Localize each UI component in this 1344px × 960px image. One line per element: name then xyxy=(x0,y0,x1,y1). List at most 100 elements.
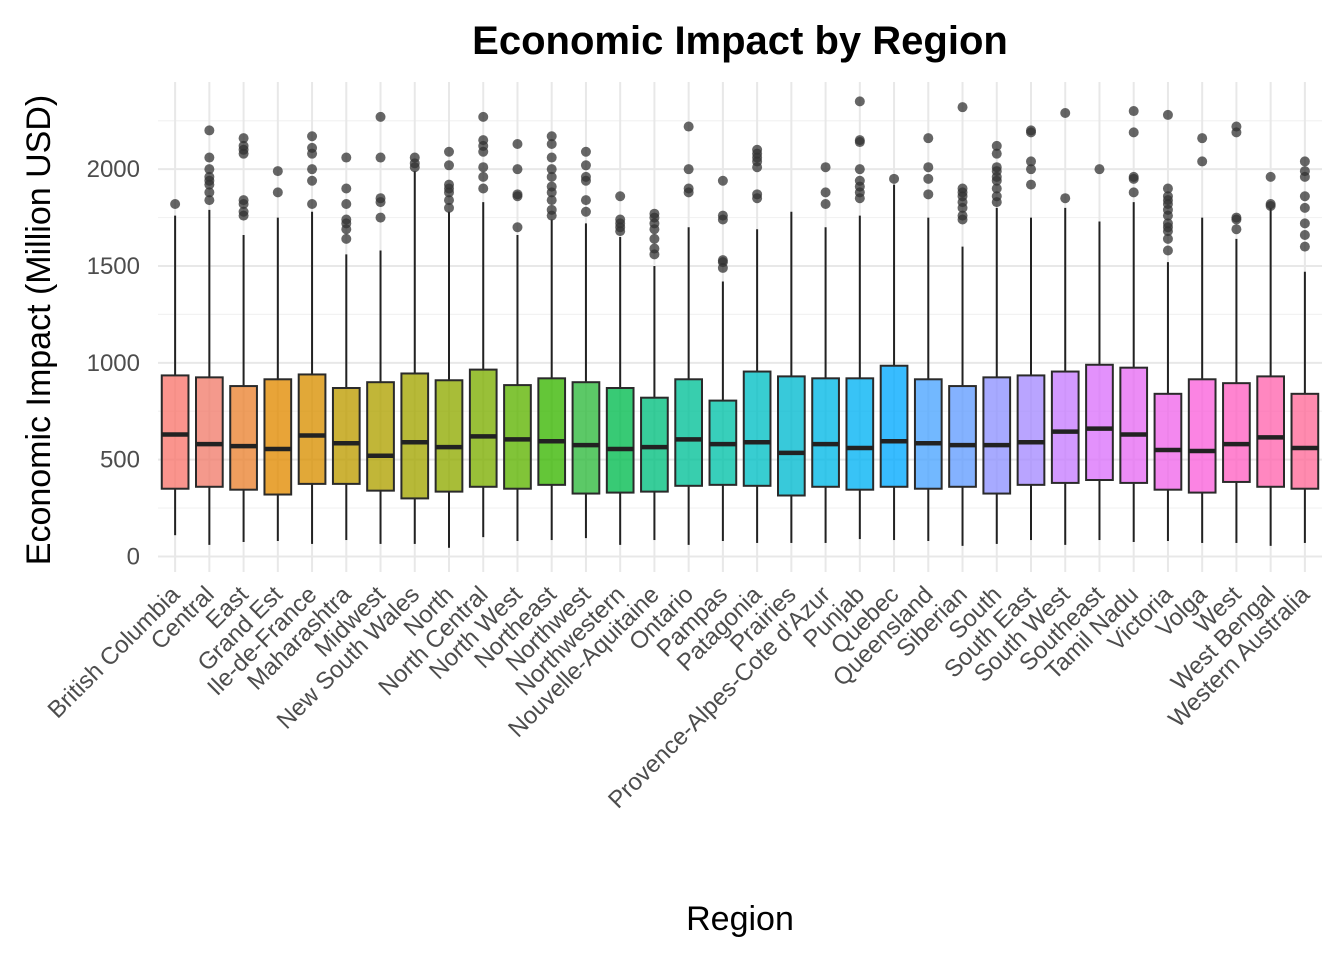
outlier-point xyxy=(238,195,249,206)
outlier-point xyxy=(546,164,557,175)
outlier-point xyxy=(615,191,626,202)
outlier-point xyxy=(375,212,386,223)
box-group-20 xyxy=(811,162,840,543)
outlier-point xyxy=(1265,171,1276,182)
box-group-31 xyxy=(1187,133,1217,543)
box-group-8 xyxy=(400,152,430,544)
box xyxy=(263,378,293,496)
box xyxy=(1050,370,1080,484)
outlier-point xyxy=(1299,241,1310,252)
outlier-point xyxy=(546,195,557,206)
outlier-point xyxy=(717,255,728,266)
box-group-26 xyxy=(1016,125,1046,541)
outlier-point xyxy=(957,102,968,113)
outlier-point xyxy=(238,133,249,144)
outlier-point xyxy=(478,162,489,173)
outlier-point xyxy=(1231,224,1242,235)
outlier-point xyxy=(478,111,489,122)
outlier-point xyxy=(923,173,934,184)
outlier-point xyxy=(272,166,283,177)
outlier-point xyxy=(1162,183,1173,194)
box-group-2 xyxy=(195,125,224,545)
y-tick-labels: 0 500 1000 1500 2000 xyxy=(87,156,140,570)
x-axis-title: Region xyxy=(686,900,794,938)
outlier-point xyxy=(580,195,591,206)
outlier-point xyxy=(1162,109,1173,120)
outlier-point xyxy=(546,152,557,163)
box-group-34 xyxy=(1290,156,1320,543)
box xyxy=(434,379,464,493)
outlier-point xyxy=(444,146,454,157)
box xyxy=(195,376,224,488)
outlier-point xyxy=(204,125,215,136)
outlier-point xyxy=(649,233,660,244)
box-group-25 xyxy=(982,140,1012,544)
outlier-point xyxy=(1026,164,1036,175)
box xyxy=(1222,382,1251,483)
box xyxy=(845,377,875,491)
box xyxy=(913,378,943,490)
outlier-point xyxy=(1197,133,1208,144)
box xyxy=(742,370,772,487)
grid xyxy=(158,82,1322,572)
box-group-13 xyxy=(571,146,601,539)
y-tick-label: 2000 xyxy=(87,156,140,183)
box-group-22 xyxy=(879,173,909,541)
box-group-18 xyxy=(742,144,772,543)
outlier-point xyxy=(1060,193,1071,204)
boxes xyxy=(160,96,1320,548)
outlier-point xyxy=(717,210,728,221)
outlier-point xyxy=(1299,218,1310,229)
outlier-point xyxy=(478,135,489,146)
outlier-point xyxy=(375,193,386,204)
box xyxy=(879,364,909,488)
outlier-point xyxy=(991,140,1002,151)
outlier-point xyxy=(341,199,352,210)
outlier-point xyxy=(409,152,420,163)
box-group-10 xyxy=(468,111,498,538)
outlier-point xyxy=(580,171,591,182)
outlier-point xyxy=(1162,245,1173,256)
outlier-point xyxy=(1128,106,1139,117)
outlier-point xyxy=(1162,218,1173,229)
outlier-point xyxy=(649,208,660,219)
box xyxy=(229,385,258,491)
outlier-point xyxy=(854,175,865,186)
box xyxy=(1119,366,1149,484)
outlier-point xyxy=(1299,166,1310,177)
box-group-11 xyxy=(503,138,532,542)
outlier-point xyxy=(923,162,934,173)
outlier-point xyxy=(444,202,454,213)
outlier-point xyxy=(1128,171,1139,182)
outlier-point xyxy=(580,146,591,157)
outlier-point xyxy=(1299,230,1310,241)
outlier-point xyxy=(478,183,489,194)
outlier-point xyxy=(991,191,1002,202)
outlier-point xyxy=(238,206,249,217)
outlier-point xyxy=(991,148,1002,159)
outlier-point xyxy=(649,243,660,254)
outlier-point xyxy=(1197,156,1208,167)
outlier-point xyxy=(444,179,454,190)
outlier-point xyxy=(1060,107,1071,118)
box-group-27 xyxy=(1050,107,1080,545)
y-tick-label: 0 xyxy=(127,544,140,571)
box xyxy=(400,372,430,500)
outlier-point xyxy=(580,206,591,217)
box xyxy=(468,368,498,488)
outlier-point xyxy=(204,152,215,163)
outlier-point xyxy=(854,96,865,107)
outlier-point xyxy=(1265,199,1276,210)
chart-title: Economic Impact by Region xyxy=(472,19,1008,63)
box-group-32 xyxy=(1222,121,1251,543)
box-group-28 xyxy=(1085,164,1114,541)
outlier-point xyxy=(752,189,763,200)
outlier-point xyxy=(546,171,557,182)
outlier-point xyxy=(615,214,626,225)
outlier-point xyxy=(204,187,215,198)
outlier-point xyxy=(546,181,557,192)
outlier-point xyxy=(683,183,694,194)
outlier-point xyxy=(580,160,591,171)
box xyxy=(1085,363,1114,482)
outlier-point xyxy=(1026,125,1036,136)
